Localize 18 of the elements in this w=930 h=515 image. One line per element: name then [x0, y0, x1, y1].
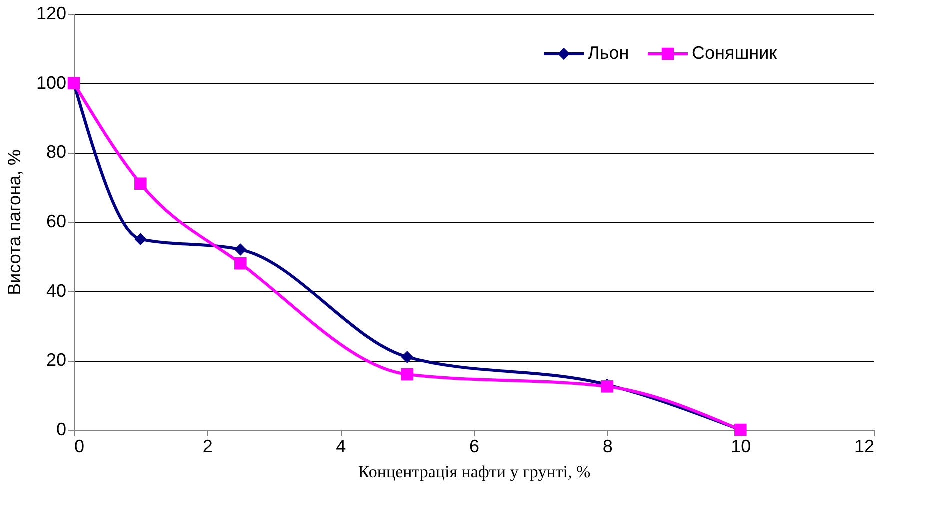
y-tick-label: 60 — [46, 212, 66, 232]
x-tick-label: 4 — [336, 436, 346, 456]
y-axis-title: Висота пагона, % — [4, 150, 24, 296]
x-axis-title: Концентрація нафти у грунті, % — [358, 462, 591, 482]
x-tick-label: 12 — [854, 436, 874, 456]
x-tick-label: 10 — [731, 436, 752, 456]
y-tick-label: 100 — [36, 72, 66, 93]
x-tick-label: 6 — [469, 436, 480, 456]
y-tick-label: 40 — [46, 280, 66, 301]
y-tick-label: 120 — [36, 4, 66, 24]
legend-label: Льон — [588, 43, 630, 63]
x-tick-label: 0 — [74, 436, 85, 456]
y-tick-label: 20 — [46, 350, 66, 370]
x-tick-label: 8 — [602, 436, 613, 456]
y-tick-label: 80 — [46, 142, 66, 162]
x-tick-label: 2 — [202, 436, 213, 456]
y-tick-label: 0 — [56, 420, 66, 440]
legend-label: Соняшник — [692, 43, 778, 63]
